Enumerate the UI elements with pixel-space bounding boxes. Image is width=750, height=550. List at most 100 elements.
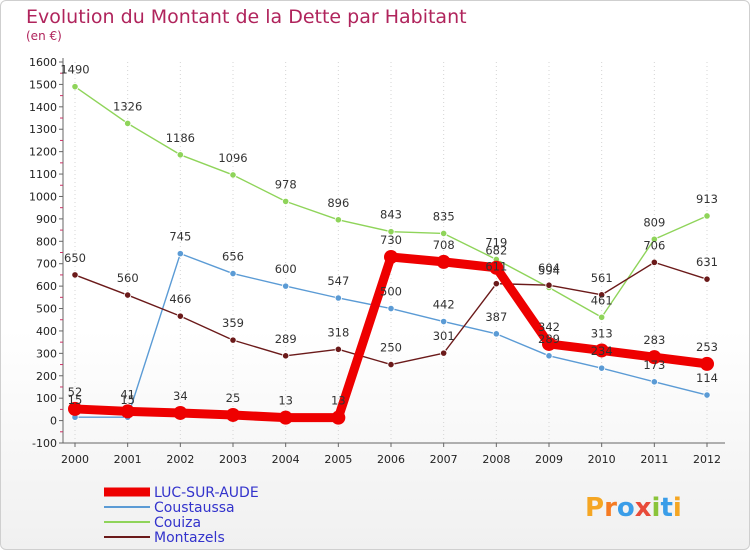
point-luc-sur-aude-2012 [700, 356, 714, 371]
data-label-luc-sur-aude-2011: 283 [643, 333, 665, 347]
point-coustaussa-2003 [229, 269, 237, 278]
data-label-coustaussa-2000: 15 [68, 393, 83, 407]
axes: -100 0 100 200 300 400 500 600 700 800 900 1000 1100… [29, 56, 725, 466]
data-label-montazels-2002: 466 [169, 292, 191, 306]
point-montazels-2005 [334, 345, 342, 353]
data-label-montazels-2011: 706 [643, 238, 665, 252]
y-tick-label: 500 [36, 303, 57, 316]
data-label-luc-sur-aude-2008: 682 [485, 244, 507, 258]
data-label-montazels-2007: 301 [433, 329, 455, 343]
y-tick-label: 1100 [29, 168, 57, 181]
point-couiza-2012 [703, 212, 711, 220]
point-coustaussa-2004 [282, 282, 290, 290]
y-tick-label: 900 [36, 213, 57, 226]
point-coustaussa-2009 [545, 352, 553, 360]
data-label-luc-sur-aude-2005: 13 [331, 394, 346, 408]
point-couiza-2007 [440, 229, 448, 238]
point-montazels-2007 [440, 349, 448, 357]
point-luc-sur-aude-2001 [120, 404, 135, 419]
data-label-luc-sur-aude-2009: 342 [538, 320, 560, 334]
y-tick-label: 0 [50, 415, 57, 428]
data-label-coustaussa-2008: 387 [485, 310, 507, 324]
x-tick-label: 2011 [640, 453, 668, 466]
point-couiza-2010 [598, 313, 606, 321]
y-tick-label: 1300 [29, 123, 57, 136]
data-label-coustaussa-2001: 15 [120, 393, 135, 407]
y-tick-label: 200 [36, 370, 57, 383]
point-couiza-2011 [650, 235, 658, 243]
data-label-coustaussa-2006: 500 [380, 285, 402, 299]
data-label-couiza-2008: 719 [485, 235, 507, 249]
point-coustaussa-2011 [650, 378, 658, 386]
point-coustaussa-2005 [334, 294, 342, 302]
legend-label-couiza: Couiza [154, 515, 201, 531]
proxiti-logo: Proxiti [585, 493, 682, 523]
point-montazels-2010 [598, 291, 606, 299]
data-label-couiza-2005: 896 [327, 196, 349, 210]
data-label-coustaussa-2003: 656 [222, 250, 244, 264]
data-label-luc-sur-aude-2002: 34 [173, 389, 188, 403]
legend-label-luc-sur-aude: LUC-SUR-AUDE [154, 485, 259, 501]
point-coustaussa-2012 [703, 391, 711, 399]
point-montazels-2011 [650, 258, 658, 266]
data-label-couiza-2002: 1186 [166, 131, 195, 145]
data-label-coustaussa-2005: 547 [327, 274, 349, 288]
data-label-couiza-2009: 594 [538, 263, 560, 277]
point-luc-sur-aude-2004 [278, 410, 293, 425]
point-montazels-2009 [545, 281, 553, 289]
data-label-montazels-2003: 359 [222, 316, 244, 330]
chart-subtitle: (en €) [26, 29, 62, 43]
point-luc-sur-aude-2002 [173, 405, 188, 420]
data-label-coustaussa-2010: 234 [591, 344, 613, 358]
legend-label-coustaussa: Coustaussa [154, 500, 235, 516]
data-label-luc-sur-aude-2003: 25 [226, 391, 241, 405]
point-montazels-2004 [282, 352, 290, 360]
data-label-luc-sur-aude-2010: 313 [591, 326, 613, 340]
point-montazels-2012 [703, 275, 711, 283]
data-label-couiza-2010: 461 [591, 293, 613, 307]
point-montazels-2000 [71, 271, 79, 279]
data-label-montazels-2012: 631 [696, 255, 718, 269]
data-label-couiza-2012: 913 [696, 192, 718, 206]
data-label-montazels-2008: 611 [485, 260, 507, 274]
point-montazels-2008 [492, 280, 500, 288]
point-luc-sur-aude-2007 [436, 254, 451, 269]
y-tick-label: 600 [36, 280, 57, 293]
point-couiza-2003 [229, 171, 237, 179]
data-label-montazels-2001: 560 [117, 271, 139, 285]
point-couiza-2004 [282, 197, 290, 206]
data-label-montazels-2004: 289 [275, 332, 297, 346]
data-label-coustaussa-2012: 114 [696, 371, 718, 385]
point-luc-sur-aude-2005 [331, 410, 346, 425]
point-luc-sur-aude-2008 [489, 260, 504, 275]
y-tick-label: 1600 [29, 56, 57, 69]
point-luc-sur-aude-2003 [226, 407, 240, 422]
data-label-couiza-2000: 1490 [60, 63, 89, 77]
data-label-couiza-2007: 835 [433, 209, 455, 223]
data-label-couiza-2004: 978 [275, 177, 297, 191]
x-tick-label: 2003 [219, 453, 247, 466]
data-label-coustaussa-2009: 289 [538, 332, 560, 346]
logo-letter: t [660, 493, 672, 523]
x-tick-label: 2006 [377, 453, 405, 466]
y-tick-label: 1200 [29, 146, 57, 159]
y-tick-label: 1400 [29, 101, 57, 114]
x-tick-label: 2009 [535, 453, 563, 466]
point-couiza-2002 [176, 151, 184, 159]
y-tick-label: 1500 [29, 78, 57, 91]
point-montazels-2006 [387, 360, 395, 369]
data-label-luc-sur-aude-2012: 253 [696, 340, 718, 354]
point-luc-sur-aude-2000 [68, 401, 82, 416]
point-couiza-2000 [71, 83, 79, 91]
point-luc-sur-aude-2006 [384, 249, 398, 264]
y-tick-label: 700 [36, 258, 57, 271]
y-tick-label: 400 [36, 325, 57, 338]
data-label-coustaussa-2002: 745 [169, 230, 191, 244]
data-label-luc-sur-aude-2006: 730 [380, 233, 402, 247]
logo-letter: r [604, 493, 617, 523]
x-tick-label: 2005 [324, 453, 352, 466]
legend-label-montazels: Montazels [154, 530, 225, 546]
point-couiza-2005 [334, 216, 342, 224]
